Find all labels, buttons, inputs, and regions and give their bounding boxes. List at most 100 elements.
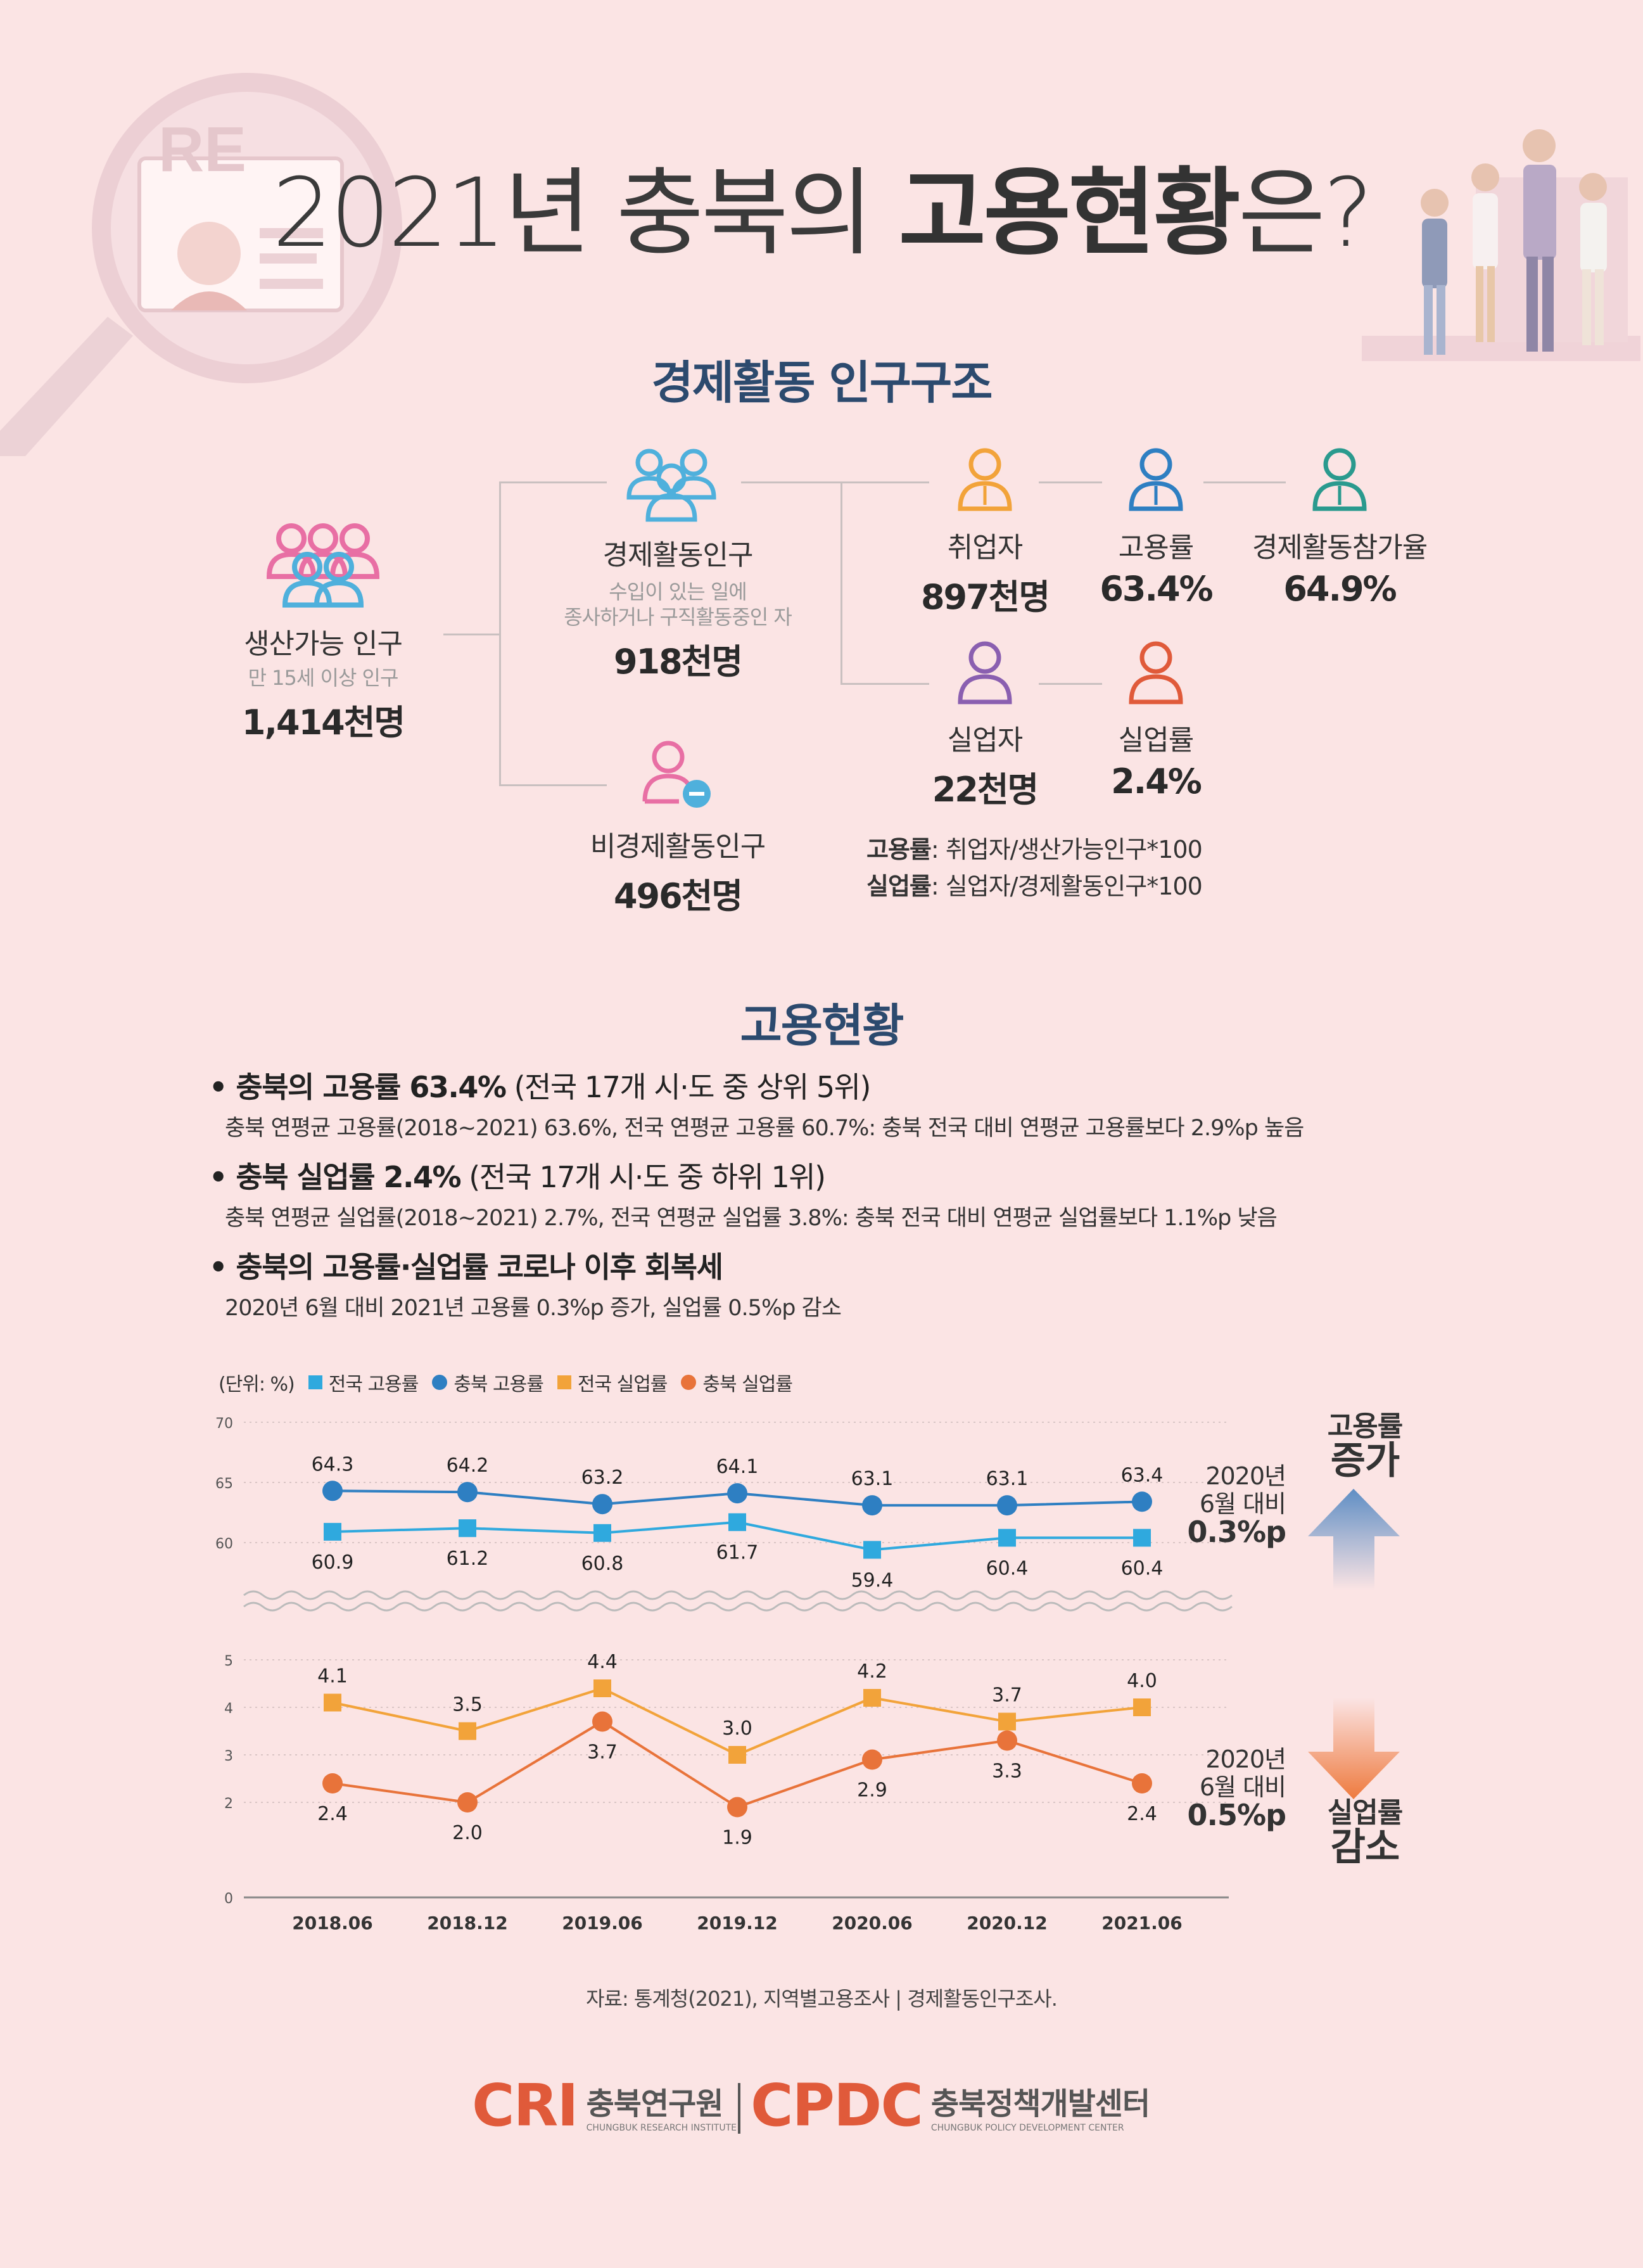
data-point (592, 1494, 612, 1515)
data-point (592, 1711, 612, 1732)
data-point (863, 1689, 881, 1707)
axis-break-wave (243, 1602, 1233, 1612)
data-label: 64.3 (312, 1453, 354, 1475)
person-icon (1129, 641, 1183, 704)
person-icon (958, 641, 1012, 704)
data-label: 4.4 (587, 1651, 618, 1673)
magnifier-badge-text: RE (158, 114, 246, 185)
data-label: 3.0 (722, 1717, 752, 1740)
people-illustration (1362, 129, 1640, 361)
note-unemp-change: 2020년 6월 대비 0.5%p (1187, 1745, 1286, 1832)
people-group-icon (266, 523, 380, 608)
data-point (997, 1730, 1017, 1751)
person-minus-icon (642, 741, 711, 808)
legend-swatch (432, 1375, 448, 1390)
bullet-recovery: • 충북의 고용률·실업률 코로나 이후 회복세 (209, 1250, 723, 1284)
legend-swatch (557, 1375, 571, 1389)
data-label: 3.7 (992, 1685, 1022, 1707)
data-point (459, 1722, 476, 1740)
note-emp-change: 2020년 6월 대비 0.3%p (1187, 1462, 1286, 1549)
legend-item: 전국 실업률 (557, 1368, 668, 1396)
y-tick-label: 0 (224, 1891, 233, 1907)
connector (1039, 481, 1102, 483)
data-point (459, 1519, 476, 1538)
data-label: 63.4 (1121, 1464, 1164, 1486)
line-chart: 60 65 70 0 2 3 4 5 2018.06 2018.12 2019.06 2019.12 2… (215, 1416, 1233, 1932)
data-point (998, 1712, 1016, 1731)
data-point (997, 1495, 1017, 1516)
data-point (728, 1746, 746, 1764)
data-label: 60.9 (312, 1551, 354, 1574)
data-point (593, 1679, 611, 1697)
node-non-active: 비경제활동인구 496천명 (590, 831, 766, 916)
person-icon (1129, 448, 1183, 511)
x-tick-label: 2020.12 (967, 1913, 1048, 1932)
connector (1203, 481, 1286, 483)
section-title-employment: 고용현황 (740, 999, 904, 1052)
connector (499, 481, 501, 786)
connector (499, 784, 607, 786)
magnifier-illustration: RE (0, 73, 402, 456)
data-point (1133, 1529, 1151, 1547)
bullet-emp-rate: • 충북의 고용률 63.4% (전국 17개 시·도 중 상위 5위) (209, 1070, 871, 1104)
connector (841, 481, 929, 483)
data-label: 63.2 (581, 1467, 624, 1489)
legend-unit: (단위: %) (219, 1373, 295, 1396)
x-tick-label: 2019.06 (562, 1913, 643, 1932)
data-label: 3.5 (452, 1694, 483, 1716)
x-tick-label: 2018.06 (292, 1913, 373, 1932)
node-unemp-rate: 실업률 2.4% (1111, 724, 1202, 801)
connector (443, 634, 500, 635)
x-tick-label: 2018.12 (427, 1913, 508, 1932)
node-employed: 취업자 897천명 (920, 532, 1050, 617)
data-point (457, 1482, 478, 1503)
y-tick-label: 70 (215, 1416, 233, 1432)
data-point (727, 1483, 747, 1504)
data-label: 3.3 (992, 1761, 1022, 1783)
tag-unemp-decrease: 실업률 감소 (1327, 1797, 1403, 1870)
data-label: 61.7 (716, 1542, 759, 1564)
person-icon (1312, 448, 1367, 511)
page-title: 2021년 충북의 고용현황은? (272, 158, 1374, 269)
tag-emp-increase: 고용률 증가 (1327, 1410, 1403, 1483)
data-point (1132, 1491, 1152, 1512)
arrow-up-icon (1308, 1489, 1400, 1590)
formula-unemp-rate: 실업률: 실업자/경제활동인구*100 (866, 872, 1203, 900)
formula-emp-rate: 고용률: 취업자/생산가능인구*100 (866, 836, 1203, 863)
data-point (862, 1749, 882, 1770)
data-label: 64.2 (447, 1455, 489, 1477)
y-tick-label: 3 (224, 1749, 233, 1764)
data-point (727, 1797, 747, 1818)
data-point (324, 1522, 341, 1541)
data-label: 1.9 (722, 1827, 752, 1849)
connector (741, 481, 842, 483)
node-working-age: 생산가능 인구 만 15세 이상 인구 1,414천명 (241, 628, 405, 742)
connector (1039, 683, 1102, 685)
connector (499, 481, 607, 483)
data-point (322, 1481, 343, 1501)
node-emp-rate: 고용률 63.4% (1100, 532, 1213, 609)
data-point (457, 1792, 478, 1812)
bullet-emp-rate-desc: 충북 연평균 고용률(2018~2021) 63.6%, 전국 연평균 고용률 … (225, 1116, 1304, 1141)
data-point (862, 1495, 882, 1516)
arrow-down-icon (1308, 1698, 1400, 1799)
legend-item: 충북 고용률 (432, 1368, 544, 1396)
legend-swatch (681, 1375, 697, 1390)
node-part-rate: 경제활동참가율 64.9% (1252, 532, 1428, 609)
x-tick-label: 2020.06 (832, 1913, 913, 1932)
data-label: 60.4 (986, 1557, 1029, 1579)
data-label: 4.0 (1127, 1670, 1157, 1692)
data-point (324, 1693, 341, 1712)
node-unemployed: 실업자 22천명 (932, 724, 1039, 810)
y-tick-label: 60 (215, 1536, 233, 1552)
data-label: 60.4 (1121, 1557, 1164, 1579)
data-point (1133, 1698, 1151, 1716)
node-econ-active: 경제활동인구 수입이 있는 일에 종사하거나 구직활동중인 자 918천명 (564, 539, 792, 682)
y-tick-label: 65 (215, 1476, 233, 1492)
data-label: 3.7 (587, 1742, 618, 1764)
connector (841, 683, 929, 685)
legend-item: 전국 고용률 (308, 1368, 419, 1396)
data-point (863, 1541, 881, 1559)
data-point (322, 1773, 343, 1793)
data-point (593, 1524, 611, 1542)
